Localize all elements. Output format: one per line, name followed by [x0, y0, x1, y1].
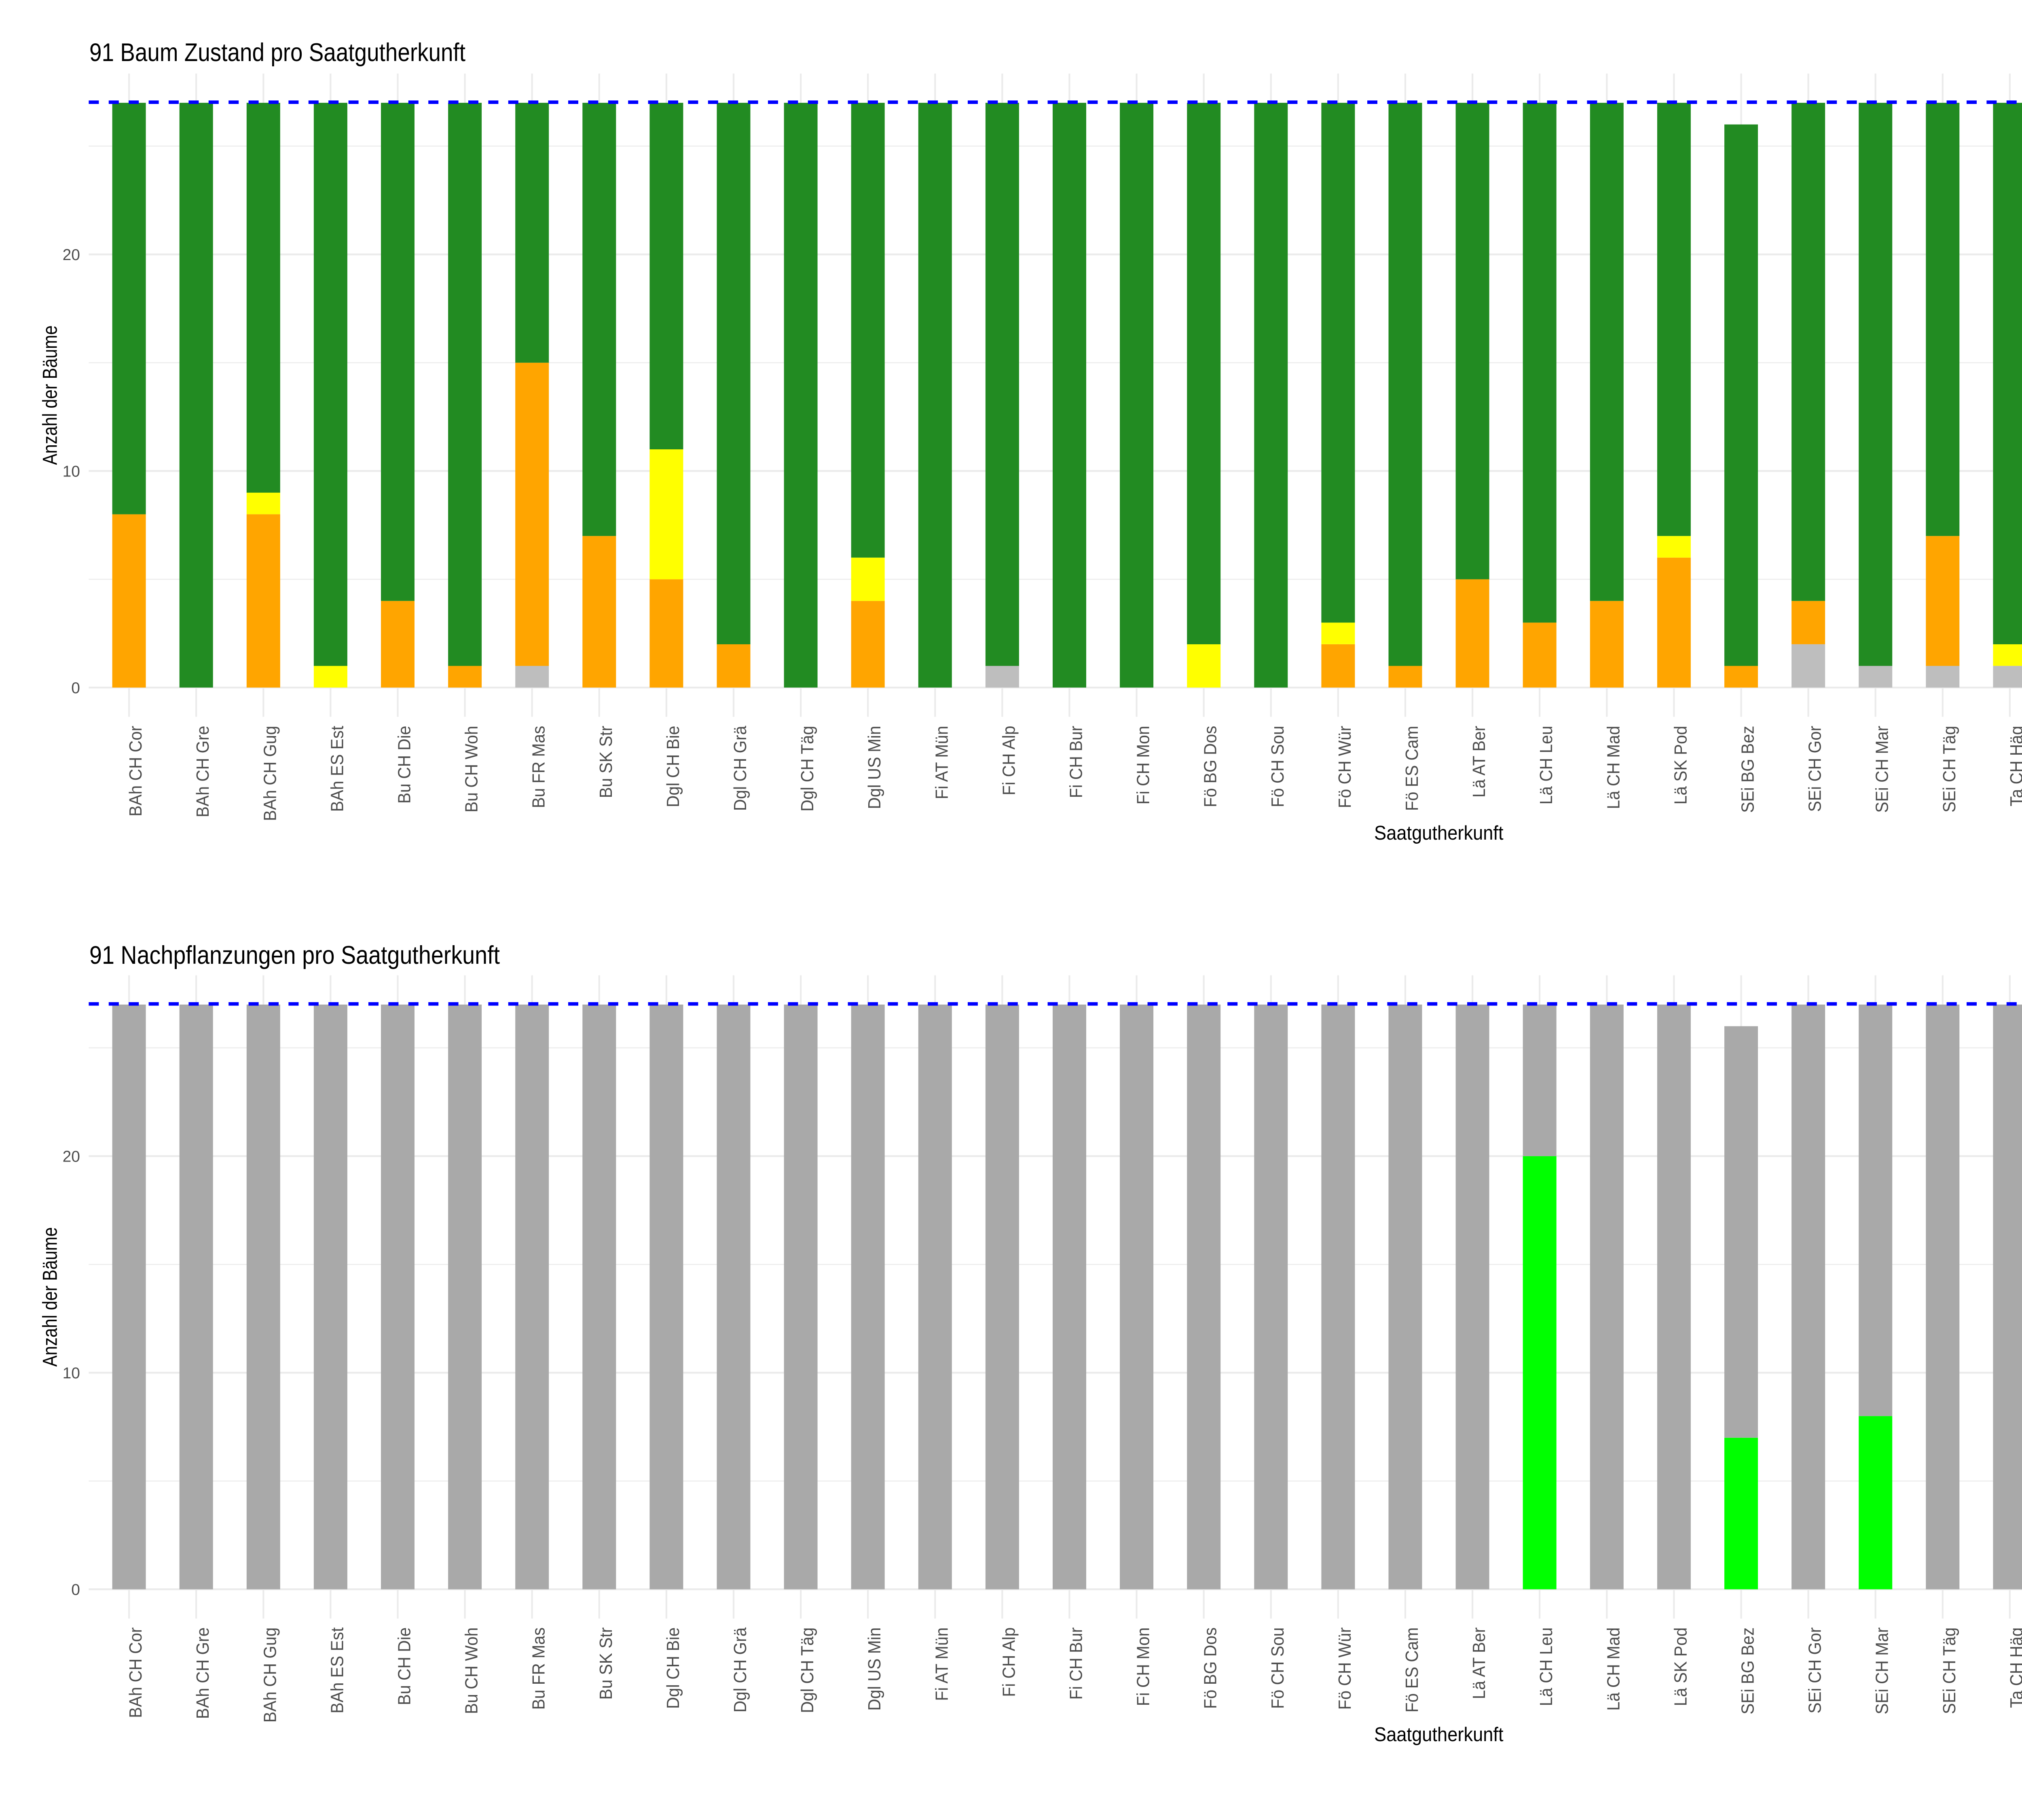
svg-text:Lä CH Leu: Lä CH Leu: [1536, 1627, 1556, 1706]
svg-text:Bu FR Mas: Bu FR Mas: [529, 726, 549, 808]
svg-text:Anzahl der Bäume: Anzahl der Bäume: [39, 1227, 61, 1367]
svg-text:Fö ES Cam: Fö ES Cam: [1402, 1627, 1422, 1713]
svg-text:0: 0: [71, 679, 80, 697]
svg-text:BAh ES Est: BAh ES Est: [327, 1627, 347, 1714]
svg-text:Dgl CH Bie: Dgl CH Bie: [663, 1627, 683, 1709]
svg-text:Fö BG Dos: Fö BG Dos: [1201, 726, 1220, 808]
svg-text:SEi CH Gor: SEi CH Gor: [1805, 1627, 1825, 1714]
svg-text:SEi BG Bez: SEi BG Bez: [1738, 726, 1758, 813]
svg-text:Saatgutherkunft: Saatgutherkunft: [1374, 1724, 1504, 1746]
svg-text:Dgl US Min: Dgl US Min: [865, 726, 884, 809]
svg-text:Bu SK Str: Bu SK Str: [596, 1627, 616, 1700]
svg-text:Lä CH Leu: Lä CH Leu: [1536, 726, 1556, 805]
svg-text:Fi CH Bur: Fi CH Bur: [1066, 1627, 1086, 1700]
svg-text:Dgl CH Grä: Dgl CH Grä: [730, 726, 750, 811]
svg-text:Dgl US Min: Dgl US Min: [865, 1627, 884, 1711]
svg-text:Fö CH Wür: Fö CH Wür: [1335, 726, 1355, 808]
svg-text:10: 10: [63, 463, 80, 480]
svg-text:SEi CH Gor: SEi CH Gor: [1805, 726, 1825, 812]
svg-text:Bu CH Woh: Bu CH Woh: [462, 1627, 482, 1714]
svg-text:Fö CH Sou: Fö CH Sou: [1268, 726, 1288, 808]
svg-text:Fi AT Mün: Fi AT Mün: [932, 1627, 952, 1701]
svg-text:Bu SK Str: Bu SK Str: [596, 726, 616, 798]
svg-text:Lä SK Pod: Lä SK Pod: [1671, 1627, 1690, 1706]
svg-text:10: 10: [63, 1365, 80, 1382]
svg-text:SEi CH Mar: SEi CH Mar: [1872, 1627, 1892, 1714]
svg-text:0: 0: [71, 1581, 80, 1599]
svg-text:Fi CH Bur: Fi CH Bur: [1066, 726, 1086, 798]
svg-text:20: 20: [63, 1148, 80, 1166]
svg-text:Fi CH Alp: Fi CH Alp: [999, 726, 1019, 796]
svg-text:Lä CH Mad: Lä CH Mad: [1603, 726, 1623, 809]
svg-text:Lä AT Ber: Lä AT Ber: [1469, 726, 1489, 798]
svg-text:BAh ES Est: BAh ES Est: [327, 726, 347, 812]
svg-text:91 Baum Zustand pro Saatguther: 91 Baum Zustand pro Saatgutherkunft: [89, 38, 465, 67]
svg-text:Fö ES Cam: Fö ES Cam: [1402, 726, 1422, 811]
svg-text:BAh CH Gug: BAh CH Gug: [260, 1627, 280, 1723]
svg-text:91 Nachpflanzungen pro Saatgut: 91 Nachpflanzungen pro Saatgutherkunft: [89, 941, 500, 969]
svg-text:20: 20: [63, 246, 80, 264]
svg-text:Fö CH Sou: Fö CH Sou: [1268, 1627, 1288, 1709]
svg-text:Lä CH Mad: Lä CH Mad: [1603, 1627, 1623, 1711]
svg-text:Bu FR Mas: Bu FR Mas: [529, 1627, 549, 1710]
svg-text:Bu CH Die: Bu CH Die: [395, 1627, 415, 1706]
svg-text:Anzahl der Bäume: Anzahl der Bäume: [39, 326, 61, 465]
svg-text:Fi CH Mon: Fi CH Mon: [1134, 1627, 1153, 1706]
svg-text:Fi CH Alp: Fi CH Alp: [999, 1627, 1019, 1697]
svg-text:Ta CH Häg: Ta CH Häg: [2007, 1627, 2022, 1708]
svg-text:Fö BG Dos: Fö BG Dos: [1201, 1627, 1220, 1709]
svg-text:Dgl CH Grä: Dgl CH Grä: [730, 1627, 750, 1712]
svg-text:BAh CH Gre: BAh CH Gre: [193, 1627, 213, 1719]
svg-text:Fi AT Mün: Fi AT Mün: [932, 726, 952, 800]
svg-text:BAh CH Cor: BAh CH Cor: [126, 726, 146, 817]
svg-text:Fi CH Mon: Fi CH Mon: [1134, 726, 1153, 805]
svg-text:Dgl CH Täg: Dgl CH Täg: [797, 726, 817, 812]
svg-text:Lä SK Pod: Lä SK Pod: [1671, 726, 1690, 805]
svg-text:Saatgutherkunft: Saatgutherkunft: [1374, 822, 1504, 844]
svg-text:Fö CH Wür: Fö CH Wür: [1335, 1627, 1355, 1710]
svg-text:SEi BG Bez: SEi BG Bez: [1738, 1627, 1758, 1714]
svg-text:Bu CH Woh: Bu CH Woh: [462, 726, 482, 813]
svg-text:Ta CH Häg: Ta CH Häg: [2007, 726, 2022, 806]
svg-text:BAh CH Cor: BAh CH Cor: [126, 1627, 146, 1718]
svg-text:Lä AT Ber: Lä AT Ber: [1469, 1627, 1489, 1699]
svg-text:SEi CH Mar: SEi CH Mar: [1872, 726, 1892, 813]
svg-text:Bu CH Die: Bu CH Die: [395, 726, 415, 804]
svg-text:BAh CH Gug: BAh CH Gug: [260, 726, 280, 821]
svg-text:SEi CH Täg: SEi CH Täg: [1940, 726, 1959, 813]
svg-text:BAh CH Gre: BAh CH Gre: [193, 726, 213, 818]
svg-text:Dgl CH Täg: Dgl CH Täg: [797, 1627, 817, 1713]
svg-text:Dgl CH Bie: Dgl CH Bie: [663, 726, 683, 808]
svg-text:SEi CH Täg: SEi CH Täg: [1940, 1627, 1959, 1714]
